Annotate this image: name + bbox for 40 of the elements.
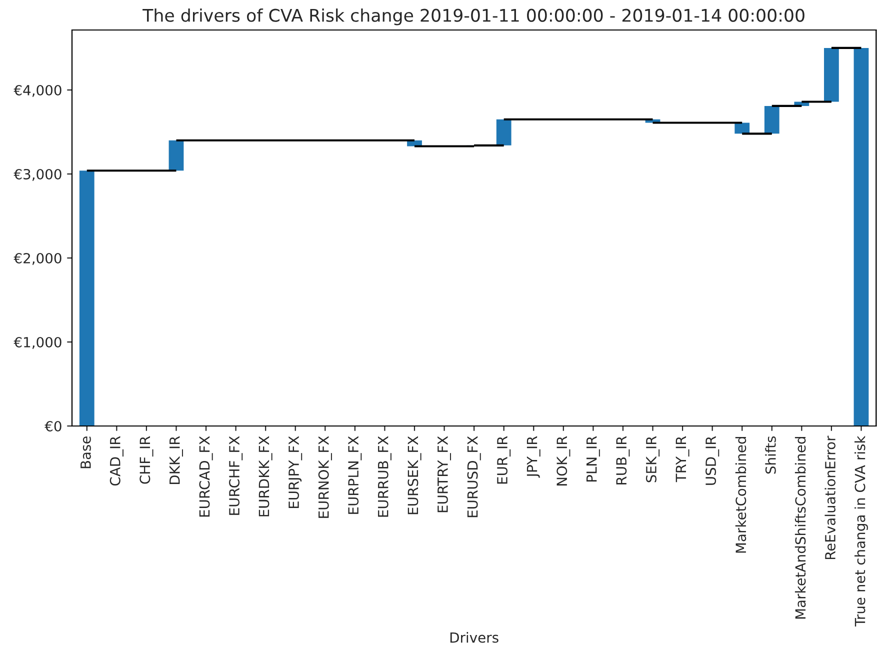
x-tick-label: SEK_IR — [646, 436, 660, 482]
x-tick-label: NOK_IR — [556, 436, 570, 486]
x-tick-label: MarketAndShiftsCombined — [794, 436, 806, 619]
x-tick-label: Base — [80, 436, 91, 468]
bar — [168, 140, 184, 171]
x-tick-label: EURNOK_FX — [318, 436, 332, 518]
x-tick-label: MarketCombined — [735, 436, 746, 553]
y-tick-label: €0 — [44, 420, 62, 432]
x-tick-label: EUR_IR — [497, 436, 511, 484]
bar — [496, 119, 512, 146]
x-tick-label: EURUSD_FX — [467, 436, 481, 518]
bar — [854, 48, 869, 426]
y-tick-label: €4,000 — [14, 84, 62, 97]
y-tick-label: €3,000 — [14, 168, 62, 181]
y-tick-label: €2,000 — [14, 252, 62, 265]
x-tick-label: USD_IR — [706, 436, 720, 485]
x-tick-label: EURRUB_FX — [378, 436, 392, 517]
y-tick-label: €1,000 — [14, 336, 62, 349]
x-tick-label: EURPLN_FX — [348, 436, 362, 514]
x-axis-title: Drivers — [450, 632, 498, 643]
x-tick-label: EURCAD_FX — [199, 436, 213, 517]
bar — [79, 170, 94, 426]
bar — [824, 48, 839, 102]
x-tick-label: EURDKK_FX — [258, 436, 272, 516]
x-tick-label: JPY_IR — [526, 436, 540, 478]
x-tick-label: EURTRY_FX — [438, 436, 451, 512]
x-tick-label: TRY_IR — [676, 436, 690, 482]
x-tick-label: EURSEK_FX — [408, 436, 422, 514]
x-tick-label: CAD_IR — [110, 436, 124, 486]
x-tick-label: DKK_IR — [170, 436, 183, 484]
x-tick-label: RUB_IR — [616, 436, 630, 484]
chart-title: The drivers of CVA Risk change 2019-01-11 00:00:00 - 2019-01-14 00:00:00 — [142, 8, 804, 26]
x-tick-label: EURJPY_FX — [288, 436, 302, 508]
bar — [764, 106, 780, 134]
x-tick-label: PLN_IR — [586, 436, 600, 482]
x-tick-label: Shifts — [765, 436, 776, 474]
x-tick-label: True net changa in CVA risk — [854, 436, 868, 627]
x-tick-label: CHF_IR — [140, 436, 154, 484]
x-tick-label: EURCHF_FX — [229, 436, 243, 515]
x-tick-label: ReEvaluationError — [824, 436, 836, 560]
